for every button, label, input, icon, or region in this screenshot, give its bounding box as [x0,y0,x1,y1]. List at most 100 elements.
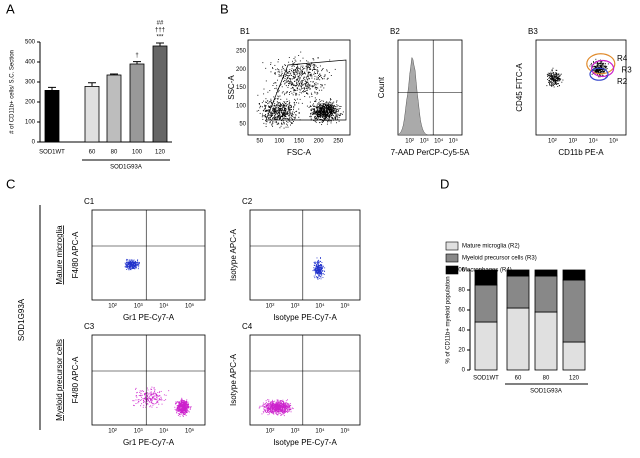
bar-segment [534,269,558,277]
event-dot [339,105,341,107]
x-tick-label: 10³ [134,429,143,435]
event-dot [280,402,282,404]
event-dot [552,77,554,79]
event-dot [280,400,282,402]
event-dot [266,100,268,102]
y-axis-label: Count [377,76,386,98]
event-dot [314,117,316,119]
event-dot [547,75,549,77]
event-dot [273,408,275,410]
event-dot [289,108,291,110]
event-dot [278,105,280,107]
event-dot [125,263,127,265]
event-dot [284,407,286,408]
event-dot [602,75,604,77]
gate-label: R4 [617,54,628,63]
event-dot [310,116,312,118]
event-dot [325,114,327,116]
event-dot [299,98,301,100]
event-dot [309,63,311,65]
event-dot [176,410,178,412]
event-dot [319,110,321,112]
event-dot [325,108,327,110]
event-dot [282,113,284,115]
event-dot [309,68,311,70]
event-dot [290,122,292,124]
event-dot [274,104,276,106]
event-dot [283,123,285,125]
event-dot [553,77,555,79]
bar [84,86,100,143]
event-dot [333,101,335,103]
event-dot [329,107,331,109]
event-dot [132,264,134,266]
event-dot [277,399,279,401]
event-dot [599,69,601,71]
error-bar [133,61,141,64]
event-dot [264,410,266,412]
event-dot [138,264,140,266]
event-dot [184,408,186,410]
event-dot [277,413,279,415]
event-dot [305,73,306,75]
event-dot [280,83,282,85]
event-dot [279,413,281,415]
event-dot [289,104,291,106]
event-dot [132,263,134,265]
event-dot [308,72,310,74]
event-dot [273,404,275,406]
event-dot [179,405,181,407]
event-dot [272,110,274,112]
event-dot [299,82,301,84]
event-dot [311,109,313,111]
event-dot [180,412,182,414]
event-dot [129,264,131,266]
event-dot [322,266,324,268]
event-dot [132,263,134,264]
event-dot [261,106,263,108]
event-dot [271,119,273,121]
event-dot [277,123,279,124]
event-dot [317,268,319,270]
event-dot [314,119,316,121]
event-dot [330,112,332,114]
event-dot [287,406,288,408]
event-dot [549,75,551,77]
event-dot [596,62,598,64]
event-dot [300,65,302,67]
event-dot [337,111,339,113]
event-dot [275,118,277,120]
event-dot [281,120,283,122]
event-dot [126,261,127,263]
event-dot [185,401,187,402]
event-dot [269,408,271,410]
event-dot [289,111,291,113]
event-dot [269,408,271,410]
event-dot [306,81,308,83]
event-dot [556,69,558,71]
event-dot [153,391,155,393]
event-dot [274,108,276,110]
event-dot [287,406,289,408]
event-dot [329,110,331,112]
event-dot [323,108,324,110]
event-dot [150,391,152,393]
event-dot [156,397,158,399]
event-dot [282,118,284,120]
event-dot [315,121,317,123]
event-dot [546,73,548,75]
event-dot [289,70,291,72]
event-dot [294,89,296,91]
event-dot [147,393,149,395]
event-dot [338,120,340,122]
event-dot [287,410,289,412]
event-dot [282,403,284,405]
event-dot [323,103,325,105]
event-dot [299,89,301,91]
event-dot [340,113,342,114]
plot-frame [91,334,206,426]
event-dot [324,106,325,107]
event-dot [263,404,265,406]
y-tick-label: 100 [455,268,466,274]
event-dot [295,84,297,86]
